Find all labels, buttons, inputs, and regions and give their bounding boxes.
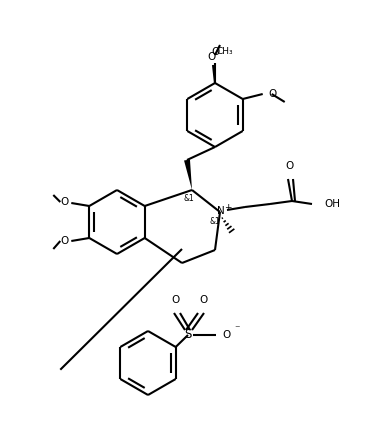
Text: O: O (208, 52, 216, 62)
Text: O: O (285, 161, 293, 171)
Text: &1: &1 (210, 217, 220, 225)
Text: ⁻: ⁻ (234, 324, 240, 334)
Text: O: O (60, 197, 68, 207)
Text: O: O (200, 295, 208, 305)
Text: O: O (60, 236, 68, 246)
Text: O: O (211, 47, 219, 57)
Text: CH₃: CH₃ (217, 47, 233, 55)
Text: O: O (222, 330, 230, 340)
Text: N: N (217, 206, 225, 216)
Text: O: O (172, 295, 180, 305)
Text: S: S (184, 329, 192, 341)
Text: &1: &1 (184, 193, 194, 203)
Polygon shape (184, 159, 192, 190)
Text: +: + (224, 203, 232, 212)
Text: O: O (269, 89, 277, 99)
Text: OH: OH (324, 199, 340, 209)
